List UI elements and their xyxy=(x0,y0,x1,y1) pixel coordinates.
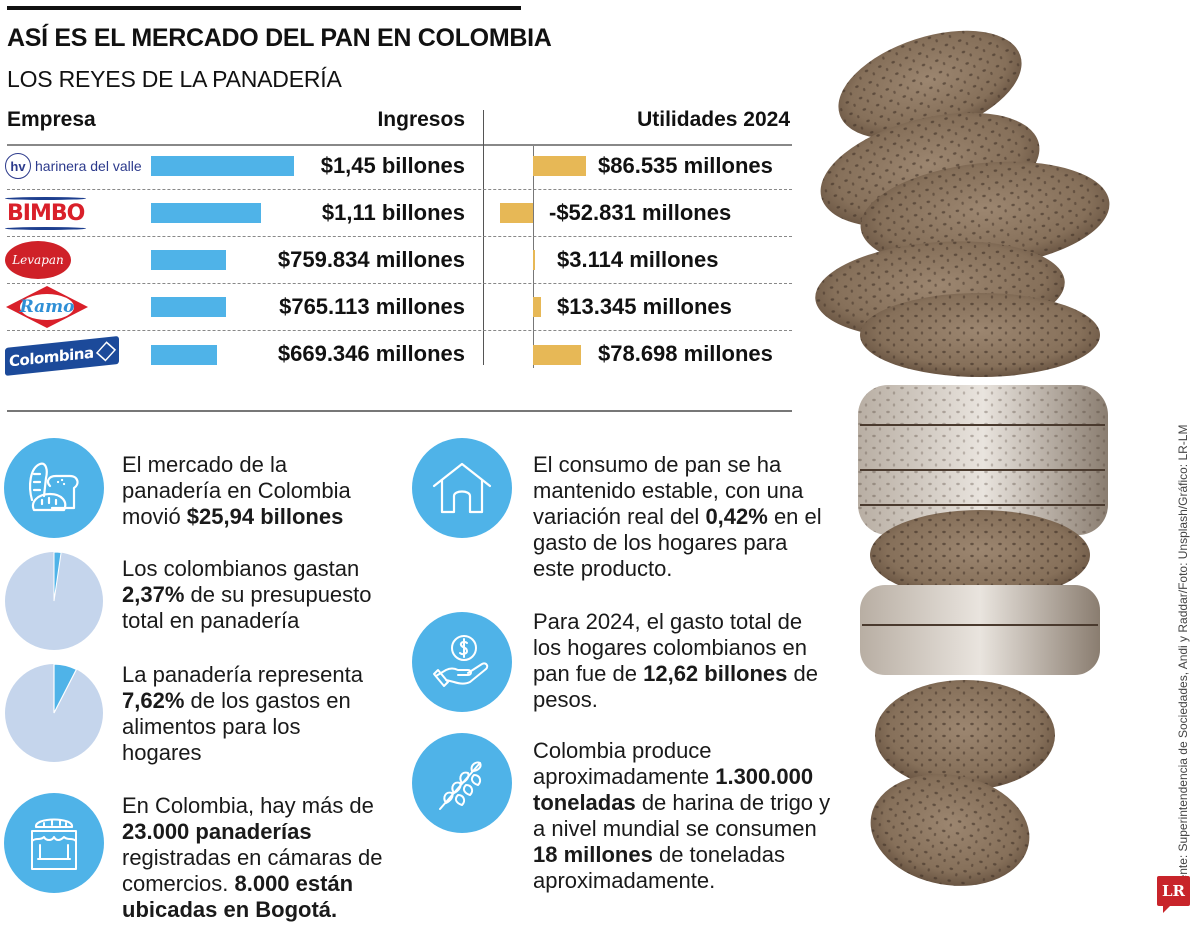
ingresos-value: $669.346 millones xyxy=(277,341,465,366)
logo-levapan: Levapan xyxy=(5,240,71,280)
ingresos-bar xyxy=(151,156,294,176)
utilidades-value: $13.345 millones xyxy=(557,294,732,319)
section-rule xyxy=(7,410,792,412)
ingresos-bar xyxy=(151,345,217,365)
bread-slices xyxy=(815,30,1110,886)
hv-badge-icon: hv xyxy=(5,153,31,179)
bread-icon xyxy=(4,438,104,538)
column-divider xyxy=(483,110,484,365)
utilidades-bar xyxy=(533,345,581,365)
logo-ramo: Ramo xyxy=(5,286,89,328)
row-separator xyxy=(7,189,792,190)
fact-highlight: 8.000 están ubicadas en Bogotá. xyxy=(122,871,354,922)
ramo-diamond-icon xyxy=(6,286,88,328)
money-hand-icon xyxy=(412,612,512,712)
utilidades-value: $78.698 millones xyxy=(598,341,773,366)
ingresos-bar xyxy=(151,250,226,270)
column-header-ingresos: Ingresos xyxy=(377,108,465,131)
ingresos-value: $765.113 millones xyxy=(279,294,465,319)
company-name: harinera del valle xyxy=(35,158,142,174)
ingresos-value: $1,11 billones xyxy=(321,200,465,225)
header-rule xyxy=(7,144,792,146)
utilidades-bar-negative xyxy=(500,203,533,223)
fact-highlight: $25,94 billones xyxy=(186,504,344,529)
ingresos-bar xyxy=(151,297,226,317)
ingresos-bar xyxy=(151,203,261,223)
logo-bimbo: BIMBO xyxy=(5,193,87,233)
utilidades-value: $86.535 millones xyxy=(598,153,773,178)
ingresos-value: $759.834 millones xyxy=(277,247,465,272)
pie-2-37-icon xyxy=(4,551,104,651)
fact-market-size: El mercado de la panadería en Colombia m… xyxy=(122,452,351,529)
fact-budget-share: Los colombianos gastan 2,37% de su presu… xyxy=(122,556,372,633)
row-separator xyxy=(7,283,792,284)
ramo-wordmark: Ramo xyxy=(19,297,75,317)
column-header-utilidades: Utilidades 2024 xyxy=(637,108,790,131)
ingresos-value: $1,45 billones xyxy=(320,153,465,178)
utilidades-value: -$52.831 millones xyxy=(549,200,732,225)
fact-highlight: 12,62 billones xyxy=(643,661,788,686)
wheat-icon xyxy=(412,733,512,833)
source-credit: Fuente: Superintendencia de Sociedades, … xyxy=(1176,424,1190,896)
bimbo-wordmark: BIMBO xyxy=(5,196,87,230)
column-header-empresa: Empresa xyxy=(7,108,96,131)
page-subtitle: LOS REYES DE LA PANADERÍA xyxy=(7,66,342,92)
lr-logo: LR xyxy=(1157,876,1190,913)
top-rule xyxy=(7,6,521,10)
bakery-shop-icon xyxy=(4,793,104,893)
colombina-emblem-icon xyxy=(95,341,116,362)
logo-harinera-del-valle: hv harinera del valle xyxy=(5,146,142,186)
row-separator xyxy=(7,236,792,237)
fact-wheat-production: Colombia produce aproximadamente 1.300.0… xyxy=(533,738,831,893)
pie-7-62-icon xyxy=(4,663,104,763)
row-separator xyxy=(7,330,792,331)
page-title: ASÍ ES EL MERCADO DEL PAN EN COLOMBIA xyxy=(7,24,552,52)
fact-highlight: 2,37% xyxy=(122,582,185,607)
fact-highlight: 7,62% xyxy=(122,688,185,713)
fact-highlight: 1.300.000 toneladas xyxy=(533,764,814,815)
levapan-wordmark: Levapan xyxy=(5,241,71,279)
utilidades-value: $3.114 millones xyxy=(557,247,719,272)
utilidades-bar xyxy=(533,156,586,176)
fact-household-spending: Para 2024, el gasto total de los hogares… xyxy=(533,609,818,712)
utilidades-bar xyxy=(533,297,541,317)
fact-consumption-variation: El consumo de pan se ha mantenido establ… xyxy=(533,452,822,581)
logo-colombina: Colombina xyxy=(5,336,119,376)
fact-food-share: La panadería representa 7,62% de los gas… xyxy=(122,662,363,765)
fact-highlight: 18 millones xyxy=(533,842,653,867)
colombina-wordmark: Colombina xyxy=(9,343,94,371)
fact-bakeries-count: En Colombia, hay más de 23.000 panadería… xyxy=(122,793,383,922)
fact-highlight: 0,42% xyxy=(705,504,768,529)
utilidades-bar xyxy=(533,250,535,270)
bread-photo xyxy=(800,0,1160,929)
fact-highlight: 23.000 panaderías xyxy=(122,819,312,844)
house-icon xyxy=(412,438,512,538)
